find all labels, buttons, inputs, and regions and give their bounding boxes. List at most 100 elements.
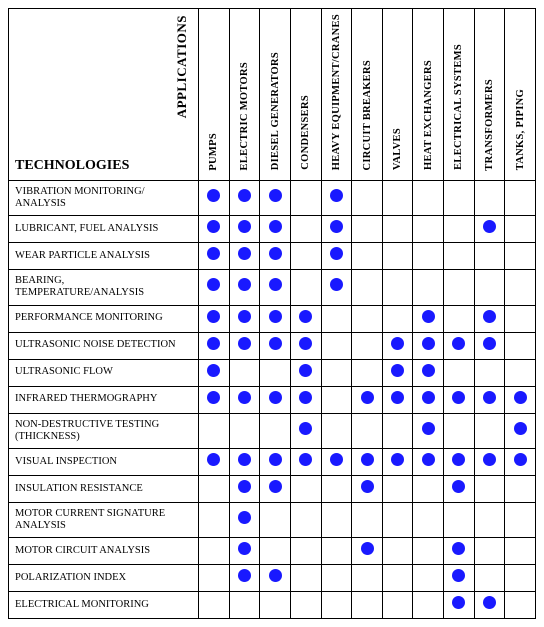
- dot-icon: [269, 453, 282, 466]
- dot-icon: [207, 278, 220, 291]
- table-row: PERFORMANCE MONITORING: [9, 305, 536, 332]
- matrix-cell: [413, 475, 444, 502]
- dot-icon: [269, 391, 282, 404]
- dot-icon: [269, 569, 282, 582]
- matrix-cell: [505, 305, 536, 332]
- matrix-cell: [474, 216, 505, 243]
- dot-icon: [238, 247, 251, 260]
- matrix-cell: [229, 413, 260, 448]
- col-header: VALVES: [382, 9, 413, 181]
- matrix-cell: [474, 270, 505, 305]
- dot-icon: [269, 247, 282, 260]
- dot-icon: [238, 310, 251, 323]
- matrix-cell: [413, 305, 444, 332]
- table-row: INSULATION RESISTANCE: [9, 475, 536, 502]
- matrix-cell: [290, 537, 321, 564]
- matrix-cell: [290, 413, 321, 448]
- matrix-cell: [352, 359, 383, 386]
- matrix-cell: [413, 243, 444, 270]
- matrix-cell: [505, 475, 536, 502]
- dot-icon: [514, 453, 527, 466]
- matrix-cell: [474, 181, 505, 216]
- matrix-cell: [382, 386, 413, 413]
- matrix-cell: [321, 564, 352, 591]
- col-header: CONDENSERS: [290, 9, 321, 181]
- matrix-cell: [199, 448, 230, 475]
- matrix-cell: [382, 413, 413, 448]
- matrix-cell: [229, 475, 260, 502]
- table-row: VISUAL INSPECTION: [9, 448, 536, 475]
- dot-icon: [207, 391, 220, 404]
- matrix-cell: [321, 305, 352, 332]
- table-row: LUBRICANT, FUEL ANALYSIS: [9, 216, 536, 243]
- matrix-cell: [321, 591, 352, 618]
- matrix-cell: [260, 448, 291, 475]
- dot-icon: [207, 337, 220, 350]
- matrix-cell: [229, 502, 260, 537]
- matrix-cell: [260, 305, 291, 332]
- matrix-cell: [505, 359, 536, 386]
- dot-icon: [299, 337, 312, 350]
- matrix-cell: [290, 448, 321, 475]
- dot-icon: [422, 391, 435, 404]
- row-label: VISUAL INSPECTION: [9, 448, 199, 475]
- matrix-cell: [260, 564, 291, 591]
- col-header: PUMPS: [199, 9, 230, 181]
- row-label: WEAR PARTICLE ANALYSIS: [9, 243, 199, 270]
- matrix-cell: [199, 216, 230, 243]
- matrix-cell: [444, 475, 475, 502]
- matrix-cell: [382, 243, 413, 270]
- table-row: MOTOR CIRCUIT ANALYSIS: [9, 537, 536, 564]
- matrix-cell: [444, 448, 475, 475]
- row-label: LUBRICANT, FUEL ANALYSIS: [9, 216, 199, 243]
- matrix-cell: [444, 332, 475, 359]
- matrix-cell: [505, 243, 536, 270]
- matrix-cell: [260, 270, 291, 305]
- matrix-cell: [505, 216, 536, 243]
- matrix-cell: [321, 386, 352, 413]
- table-row: INFRARED THERMOGRAPHY: [9, 386, 536, 413]
- header-row: APPLICATIONS TECHNOLOGIES PUMPS ELECTRIC…: [9, 9, 536, 181]
- dot-icon: [207, 310, 220, 323]
- matrix-cell: [413, 537, 444, 564]
- dot-icon: [269, 480, 282, 493]
- dot-icon: [269, 337, 282, 350]
- matrix-cell: [352, 537, 383, 564]
- matrix-cell: [321, 270, 352, 305]
- matrix-cell: [199, 305, 230, 332]
- dot-icon: [299, 453, 312, 466]
- matrix-cell: [290, 181, 321, 216]
- dot-icon: [483, 453, 496, 466]
- matrix-cell: [444, 359, 475, 386]
- matrix-cell: [474, 537, 505, 564]
- dot-icon: [238, 337, 251, 350]
- matrix-cell: [321, 243, 352, 270]
- matrix-cell: [382, 475, 413, 502]
- matrix-cell: [229, 359, 260, 386]
- dot-icon: [391, 364, 404, 377]
- matrix-cell: [382, 305, 413, 332]
- matrix-cell: [474, 386, 505, 413]
- matrix-cell: [505, 564, 536, 591]
- matrix-cell: [199, 502, 230, 537]
- matrix-cell: [413, 216, 444, 243]
- matrix-cell: [199, 359, 230, 386]
- matrix-cell: [474, 359, 505, 386]
- dot-icon: [299, 422, 312, 435]
- dot-icon: [269, 278, 282, 291]
- matrix-cell: [260, 475, 291, 502]
- dot-icon: [299, 310, 312, 323]
- row-label: VIBRATION MONITORING/ ANALYSIS: [9, 181, 199, 216]
- col-header: CIRCUIT BREAKERS: [352, 9, 383, 181]
- matrix-cell: [474, 332, 505, 359]
- corner-header: APPLICATIONS TECHNOLOGIES: [9, 9, 199, 181]
- matrix-cell: [382, 216, 413, 243]
- table-row: VIBRATION MONITORING/ ANALYSIS: [9, 181, 536, 216]
- dot-icon: [483, 310, 496, 323]
- matrix-cell: [444, 216, 475, 243]
- matrix-cell: [199, 591, 230, 618]
- dot-icon: [238, 480, 251, 493]
- dot-icon: [483, 337, 496, 350]
- matrix-cell: [474, 448, 505, 475]
- matrix-cell: [382, 564, 413, 591]
